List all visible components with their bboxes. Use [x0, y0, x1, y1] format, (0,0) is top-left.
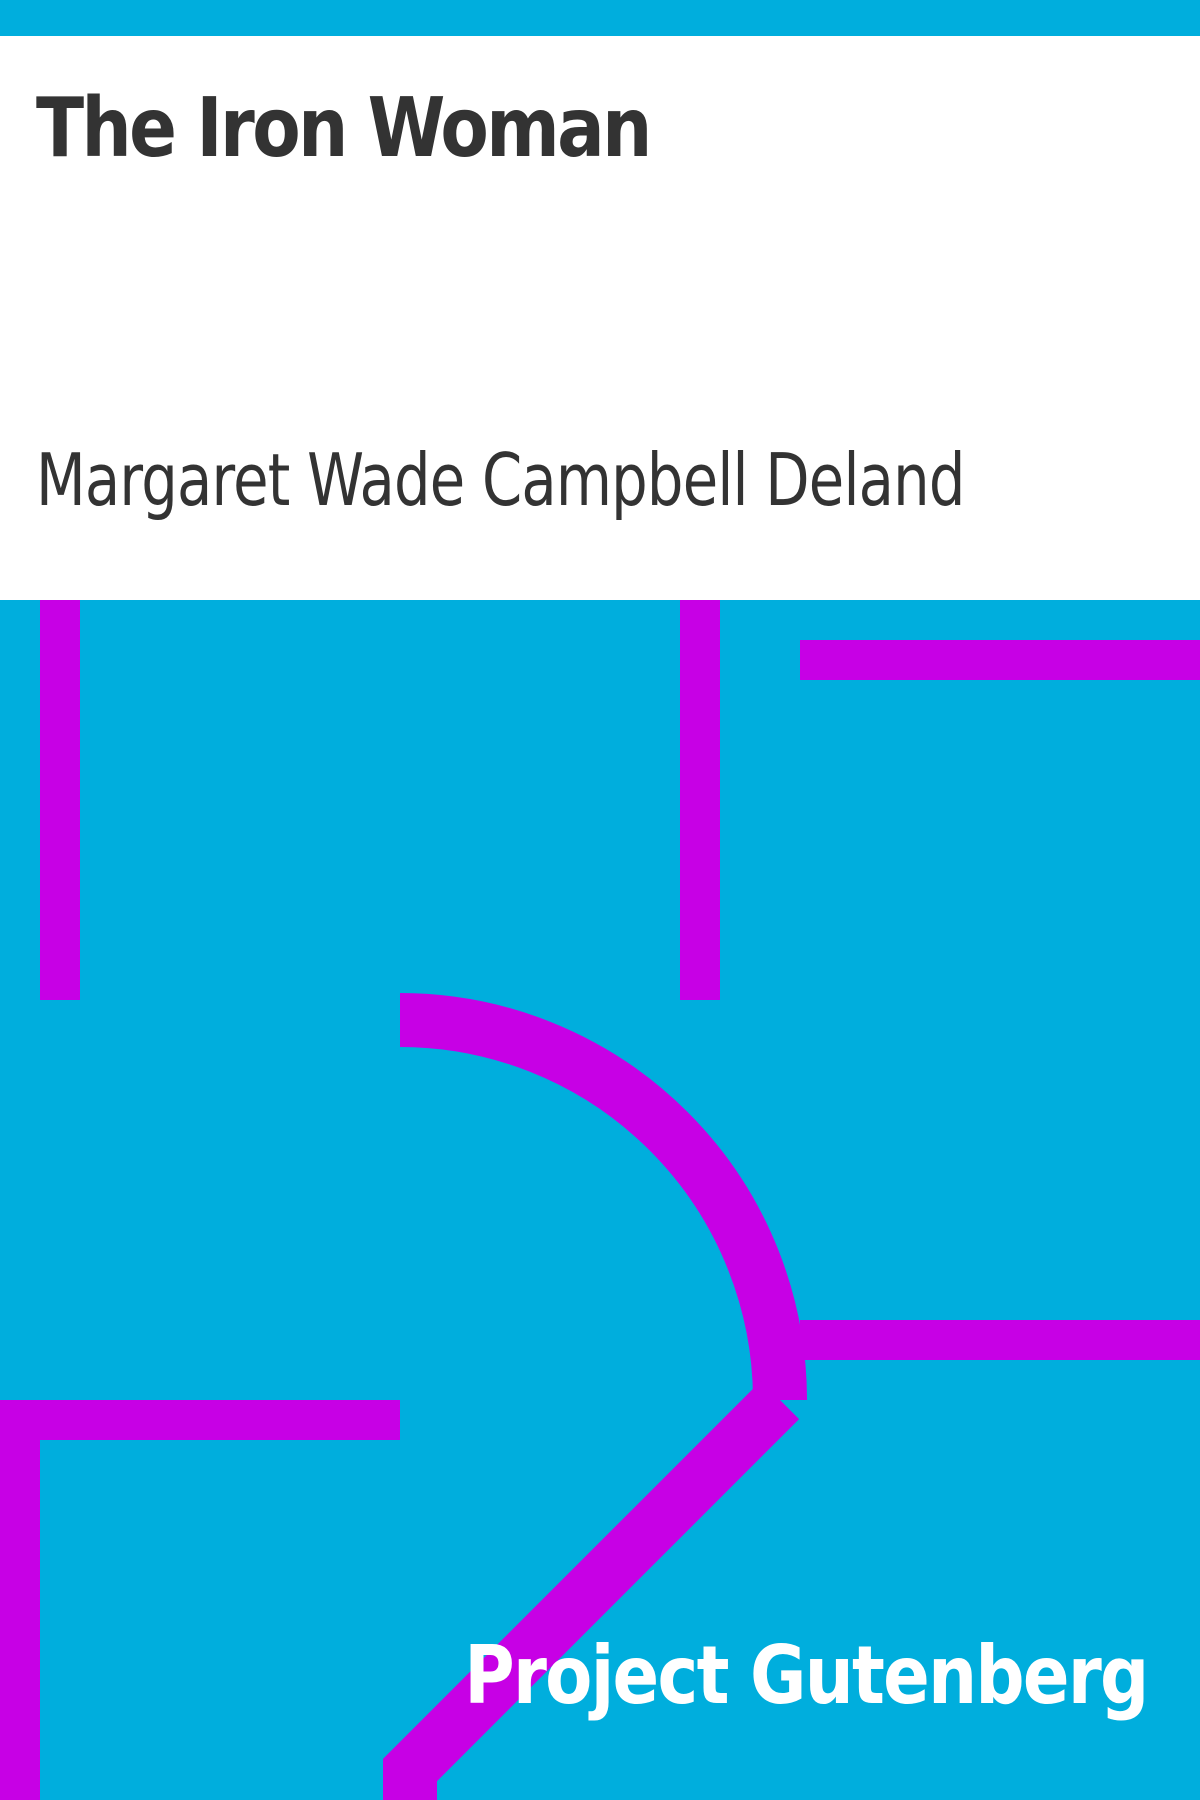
diagonal-bar [383, 1380, 800, 1800]
book-author: Margaret Wade Campbell Deland [36, 438, 965, 522]
pattern-background [0, 600, 1200, 1800]
top-stripe [0, 0, 1200, 36]
title-band [0, 36, 1200, 600]
decorative-pattern-panel [0, 600, 1200, 1800]
publisher-name: Project Gutenberg [464, 1629, 1150, 1722]
quarter-arc [399, 993, 807, 1401]
book-title: The Iron Woman [36, 81, 652, 176]
vertical-bar-center [680, 600, 720, 1000]
decorative-pattern [0, 600, 1200, 1800]
vertical-bar-left [40, 600, 80, 1000]
horizontal-bar-top-right [800, 640, 1200, 680]
horizontal-bar-mid-right [800, 1320, 1200, 1360]
